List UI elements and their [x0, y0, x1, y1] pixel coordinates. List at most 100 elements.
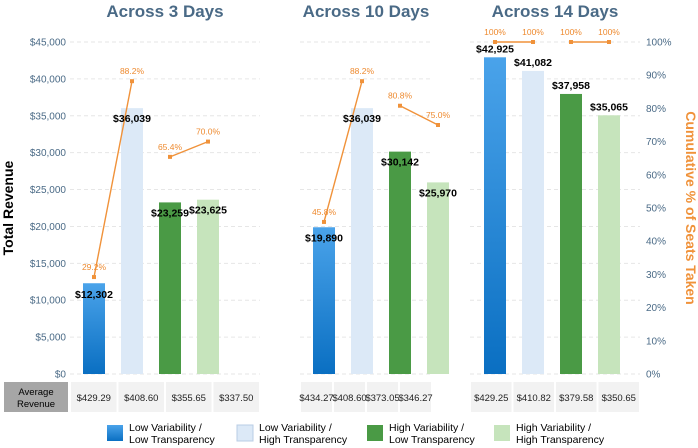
right-axis-title: Cumulative % of Seats Taken: [683, 111, 698, 304]
revenue-data-label: $12,302: [75, 289, 113, 301]
cumulative-pct-marker: [92, 275, 96, 280]
legend-swatch: [236, 424, 254, 442]
right-axis-tick-label: 0%: [646, 370, 661, 381]
cumulative-pct-label: 100%: [560, 27, 582, 37]
legend-swatch: [367, 425, 383, 441]
avg-revenue-cell: [367, 382, 398, 412]
revenue-data-label: $23,625: [189, 205, 227, 217]
legend-label-line2: High Transparency: [516, 434, 605, 446]
right-axis-tick-label: 20%: [646, 303, 666, 314]
legend-label-line2: Low Transparency: [129, 434, 216, 446]
panel-title: Across 3 Days: [106, 2, 223, 21]
revenue-data-label: $25,970: [419, 187, 457, 199]
avg-revenue-header-cell: [4, 382, 68, 412]
right-axis-tick-label: 10%: [646, 336, 666, 347]
legend-label-line1: High Variability /: [516, 422, 591, 434]
cumulative-pct-line: [93, 81, 133, 278]
revenue-data-label: $35,065: [590, 101, 628, 113]
cumulative-pct-label: 100%: [484, 27, 506, 37]
left-axis-tick-label: $0: [55, 370, 67, 381]
cumulative-pct-marker: [206, 139, 210, 144]
cumulative-pct-marker: [322, 219, 326, 224]
avg-revenue-cell: [301, 382, 332, 412]
left-axis-tick-label: $40,000: [30, 74, 67, 85]
revenue-data-label: $19,890: [305, 232, 343, 244]
avg-revenue-value: $373.05: [365, 393, 399, 404]
legend-label-line2: Low Transparency: [389, 434, 476, 446]
cumulative-pct-marker: [493, 40, 497, 44]
avg-revenue-cell: [166, 382, 212, 412]
revenue-data-label: $36,039: [113, 113, 151, 125]
avg-revenue-value: $350.65: [602, 393, 636, 404]
right-axis-tick-label: 50%: [646, 204, 666, 215]
cumulative-pct-line: [399, 105, 439, 126]
revenue-data-label: $23,259: [151, 207, 189, 219]
right-axis-tick-label: 30%: [646, 270, 666, 281]
left-axis-tick-label: $20,000: [30, 222, 67, 233]
avg-revenue-cell: [598, 382, 639, 412]
cumulative-pct-label: 70.0%: [196, 127, 221, 137]
avg-revenue-value: $346.27: [398, 393, 432, 404]
revenue-bar: [598, 115, 620, 375]
right-axis-tick-label: 90%: [646, 71, 666, 82]
cumulative-pct-label: 100%: [598, 27, 620, 37]
revenue-data-label: $36,039: [343, 113, 381, 125]
cumulative-pct-marker: [130, 79, 134, 84]
revenue-bar: [313, 227, 335, 374]
revenue-bar: [159, 202, 181, 374]
legend-label-line1: High Variability /: [389, 422, 464, 434]
right-axis-tick-label: 70%: [646, 137, 666, 148]
cumulative-pct-label: 80.8%: [388, 91, 413, 101]
cumulative-pct-line: [169, 140, 209, 158]
cumulative-pct-marker: [531, 40, 535, 44]
cumulative-pct-marker: [360, 79, 364, 84]
revenue-bar: [560, 93, 582, 374]
right-axis-tick-label: 80%: [646, 104, 666, 115]
legend-swatch: [107, 425, 123, 441]
legend-label-line1: Low Variability /: [259, 422, 332, 434]
avg-revenue-cell: [334, 382, 365, 412]
revenue-bar: [389, 151, 411, 374]
left-axis-tick-label: $15,000: [30, 259, 67, 270]
avg-revenue-value: $410.82: [517, 393, 551, 404]
right-axis-tick-label: 100%: [646, 38, 672, 49]
cumulative-pct-label: 88.2%: [350, 66, 375, 76]
cumulative-pct-marker: [436, 123, 440, 127]
cumulative-pct-marker: [168, 154, 172, 159]
cumulative-pct-marker: [398, 103, 402, 108]
cumulative-pct-label: 75.0%: [426, 110, 451, 120]
revenue-data-label: $42,925: [476, 43, 514, 55]
cumulative-pct-label: 100%: [522, 27, 544, 37]
avg-revenue-value: $429.25: [474, 393, 508, 404]
avg-revenue-value: $355.65: [172, 393, 206, 404]
revenue-bar: [427, 182, 449, 374]
cumulative-pct-label: 29.2%: [82, 262, 107, 272]
avg-revenue-value: $408.60: [332, 393, 366, 404]
cumulative-pct-marker: [569, 40, 573, 44]
left-axis-tick-label: $10,000: [30, 296, 67, 307]
avg-revenue-header-line1: Average: [18, 387, 53, 398]
legend-swatch: [494, 425, 510, 441]
right-axis-tick-label: 40%: [646, 237, 666, 248]
left-axis-title: Total Revenue: [0, 160, 16, 255]
revenue-data-label: $37,958: [552, 80, 590, 92]
avg-revenue-value: $337.50: [219, 393, 253, 404]
revenue-bar: [522, 70, 544, 375]
revenue-bar: [197, 199, 219, 374]
revenue-data-label: $41,082: [514, 57, 552, 69]
cumulative-pct-marker: [607, 40, 611, 44]
cumulative-pct-label: 88.2%: [120, 66, 145, 76]
avg-revenue-cell: [513, 382, 554, 412]
legend-label-line2: High Transparency: [259, 434, 348, 446]
left-axis-tick-label: $5,000: [35, 333, 66, 344]
avg-revenue-cell: [71, 382, 117, 412]
left-axis-tick-label: $35,000: [30, 111, 67, 122]
avg-revenue-cell: [556, 382, 597, 412]
avg-revenue-header-line2: Revenue: [17, 399, 55, 410]
avg-revenue-cell: [118, 382, 164, 412]
panel-title: Across 10 Days: [303, 2, 430, 21]
revenue-bar: [121, 108, 143, 374]
avg-revenue-value: $379.58: [559, 393, 593, 404]
